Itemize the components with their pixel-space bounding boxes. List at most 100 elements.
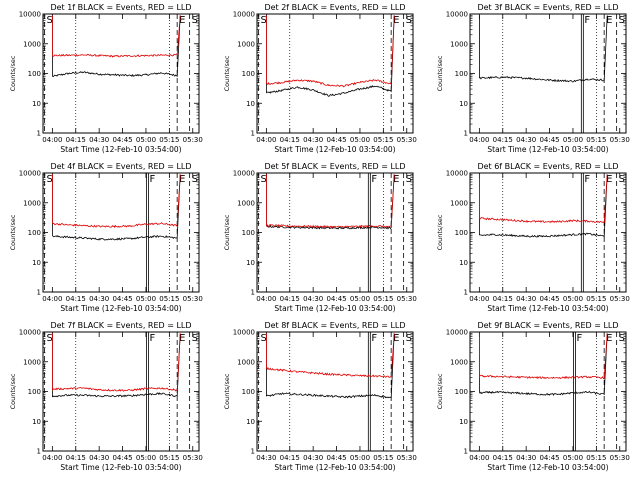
x-tick-label: 05:30 [610,136,630,144]
x-tick-label: 04:00 [42,136,62,144]
y-tick-label: 10 [459,100,468,108]
marker-label: S [406,174,412,185]
y-tick-label: 1 [37,130,41,138]
y-axis-label: Counts/sec [223,373,231,409]
x-axis-label: Start Time (12-Feb-10 03:54:00) [60,463,181,472]
x-tick-label: 05:30 [610,454,630,462]
chart-title: Det 1f BLACK = Events, RED = LLD [50,3,191,12]
events-series-line [479,333,608,396]
marker-label: S [619,174,625,185]
y-tick-label: 100 [28,388,41,396]
y-tick-label: 100 [242,229,255,237]
chart-panel-9: Det 9f BLACK = Events, RED = LLD Counts/s… [436,321,630,472]
marker-label: S [192,333,198,344]
chart-title: Det 2f BLACK = Events, RED = LLD [264,3,405,12]
x-tick-label: 04:30 [516,295,536,303]
x-tick-label: 05:00 [136,136,156,144]
y-tick-label: 1 [251,289,255,297]
y-tick-label: 10000 [233,170,255,178]
y-tick-label: 100 [242,70,255,78]
marker-label: S [261,174,267,185]
y-tick-label: 100 [455,70,468,78]
x-tick-label: 05:15 [373,136,393,144]
y-tick-label: 10 [32,259,41,267]
x-tick-label: 04:30 [89,136,109,144]
marker-label: F [150,333,156,344]
marker-label: E [393,174,399,185]
x-tick-label: 05:15 [373,454,393,462]
x-tick-label: 04:45 [539,136,559,144]
x-tick-label: 04:30 [89,295,109,303]
y-tick-label: 1000 [450,40,468,48]
plot-frame [42,13,200,134]
x-axis-label: Start Time (12-Feb-10 03:54:00) [60,304,181,313]
y-tick-label: 100 [455,388,468,396]
x-tick-label: 05:15 [373,295,393,303]
y-tick-label: 1000 [23,199,41,207]
chart-panel-2: Det 2f BLACK = Events, RED = LLD Counts/s… [223,3,417,154]
chart-panel-4: Det 4f BLACK = Events, RED = LLD Counts/s… [9,162,203,313]
y-axis-label: Counts/sec [436,214,444,250]
x-tick-label: 05:15 [586,295,606,303]
x-tick-label: 04:30 [303,136,323,144]
chart-panel-1: Det 1f BLACK = Events, RED = LLD Counts/s… [9,3,203,154]
x-axis-label: Start Time (12-Feb-10 03:54:00) [274,145,395,154]
x-tick-label: 04:15 [280,295,300,303]
x-tick-label: 05:30 [183,295,203,303]
chart-title: Det 6f BLACK = Events, RED = LLD [477,162,618,171]
marker-label: S [619,15,625,26]
lld-series-line [52,15,181,58]
y-tick-label: 1 [37,448,41,456]
marker-label: E [393,15,399,26]
y-tick-label: 100 [28,229,41,237]
y-axis-label: Counts/sec [223,55,231,91]
y-tick-label: 1000 [450,358,468,366]
y-tick-label: 1000 [237,199,255,207]
x-tick-label: 04:30 [89,454,109,462]
x-axis-label: Start Time (12-Feb-10 03:54:00) [274,463,395,472]
x-tick-label: 04:45 [112,454,132,462]
x-tick-label: 04:45 [326,454,346,462]
plot-frame [469,331,627,452]
events-series-line [479,15,608,83]
y-tick-label: 10 [246,418,255,426]
x-tick-label: 05:15 [159,136,179,144]
x-tick-label: 04:30 [516,454,536,462]
marker-label: E [606,174,612,185]
x-tick-label: 04:00 [469,295,489,303]
y-tick-label: 1 [464,448,468,456]
marker-label: S [47,15,53,26]
marker-label: E [179,15,185,26]
chart-panel-5: Det 5f BLACK = Events, RED = LLD Counts/s… [223,162,417,313]
y-axis-label: Counts/sec [9,373,17,409]
y-tick-label: 1000 [23,40,41,48]
events-series-line [52,15,181,78]
y-tick-label: 10000 [19,11,41,19]
x-tick-label: 05:00 [563,136,583,144]
y-tick-label: 1 [37,289,41,297]
marker-label: S [192,15,198,26]
marker-label: F [584,15,590,26]
chart-title: Det 4f BLACK = Events, RED = LLD [50,162,191,171]
y-tick-label: 100 [242,388,255,396]
y-tick-label: 10000 [233,329,255,337]
x-tick-label: 04:30 [516,136,536,144]
y-axis-label: Counts/sec [9,55,17,91]
x-tick-label: 04:00 [469,454,489,462]
lld-series-line [266,333,395,378]
y-axis-label: Counts/sec [436,373,444,409]
chart-panel-7: Det 7f BLACK = Events, RED = LLD Counts/s… [9,321,203,472]
y-tick-label: 10 [32,100,41,108]
x-tick-label: 04:45 [112,136,132,144]
chart-title: Det 8f BLACK = Events, RED = LLD [264,321,405,330]
y-tick-label: 10000 [446,170,468,178]
x-tick-label: 05:15 [159,295,179,303]
x-tick-label: 04:45 [112,295,132,303]
x-tick-label: 04:30 [303,295,323,303]
marker-label: F [371,174,377,185]
events-series-line [52,333,181,398]
plot-frame [469,13,627,134]
events-series-line [266,333,395,399]
chart-title: Det 7f BLACK = Events, RED = LLD [50,321,191,330]
